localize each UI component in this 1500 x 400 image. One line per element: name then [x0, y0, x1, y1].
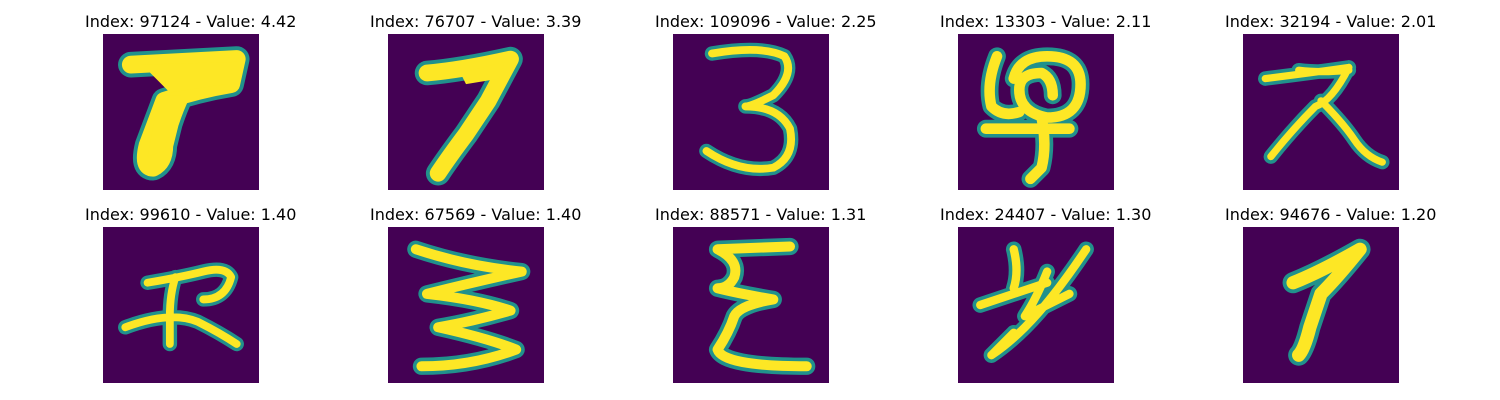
panel-24407: Index: 24407 - Value: 1.30: [940, 205, 1152, 385]
panel-title: Index: 24407 - Value: 1.30: [940, 205, 1152, 224]
panel-title: Index: 94676 - Value: 1.20: [1225, 205, 1437, 224]
panel-99610: Index: 99610 - Value: 1.40: [85, 205, 297, 385]
glyph-32194-image: [1243, 34, 1399, 190]
panel-76707: Index: 76707 - Value: 3.39: [370, 12, 582, 192]
panel-94676: Index: 94676 - Value: 1.20: [1225, 205, 1437, 385]
glyph-76707-image: [388, 34, 544, 190]
panel-title: Index: 109096 - Value: 2.25: [655, 12, 877, 31]
panel-67569: Index: 67569 - Value: 1.40: [370, 205, 582, 385]
panel-title: Index: 88571 - Value: 1.31: [655, 205, 867, 224]
glyph-67569-image: [388, 227, 544, 383]
glyph-88571-image: [673, 227, 829, 383]
panel-13303: Index: 13303 - Value: 2.11: [940, 12, 1152, 192]
panel-title: Index: 32194 - Value: 2.01: [1225, 12, 1437, 31]
panel-title: Index: 97124 - Value: 4.42: [85, 12, 297, 31]
panel-title: Index: 67569 - Value: 1.40: [370, 205, 582, 224]
panel-109096: Index: 109096 - Value: 2.25: [655, 12, 877, 192]
glyph-99610-image: [103, 227, 259, 383]
panel-title: Index: 13303 - Value: 2.11: [940, 12, 1152, 31]
panel-88571: Index: 88571 - Value: 1.31: [655, 205, 867, 385]
glyph-109096-image: [673, 34, 829, 190]
panel-title: Index: 99610 - Value: 1.40: [85, 205, 297, 224]
glyph-13303-image: [958, 34, 1114, 190]
panel-97124: Index: 97124 - Value: 4.42: [85, 12, 297, 192]
panel-32194: Index: 32194 - Value: 2.01: [1225, 12, 1437, 192]
panel-title: Index: 76707 - Value: 3.39: [370, 12, 582, 31]
glyph-24407-image: [958, 227, 1114, 383]
glyph-94676-image: [1243, 227, 1399, 383]
glyph-97124-image: [103, 34, 259, 190]
